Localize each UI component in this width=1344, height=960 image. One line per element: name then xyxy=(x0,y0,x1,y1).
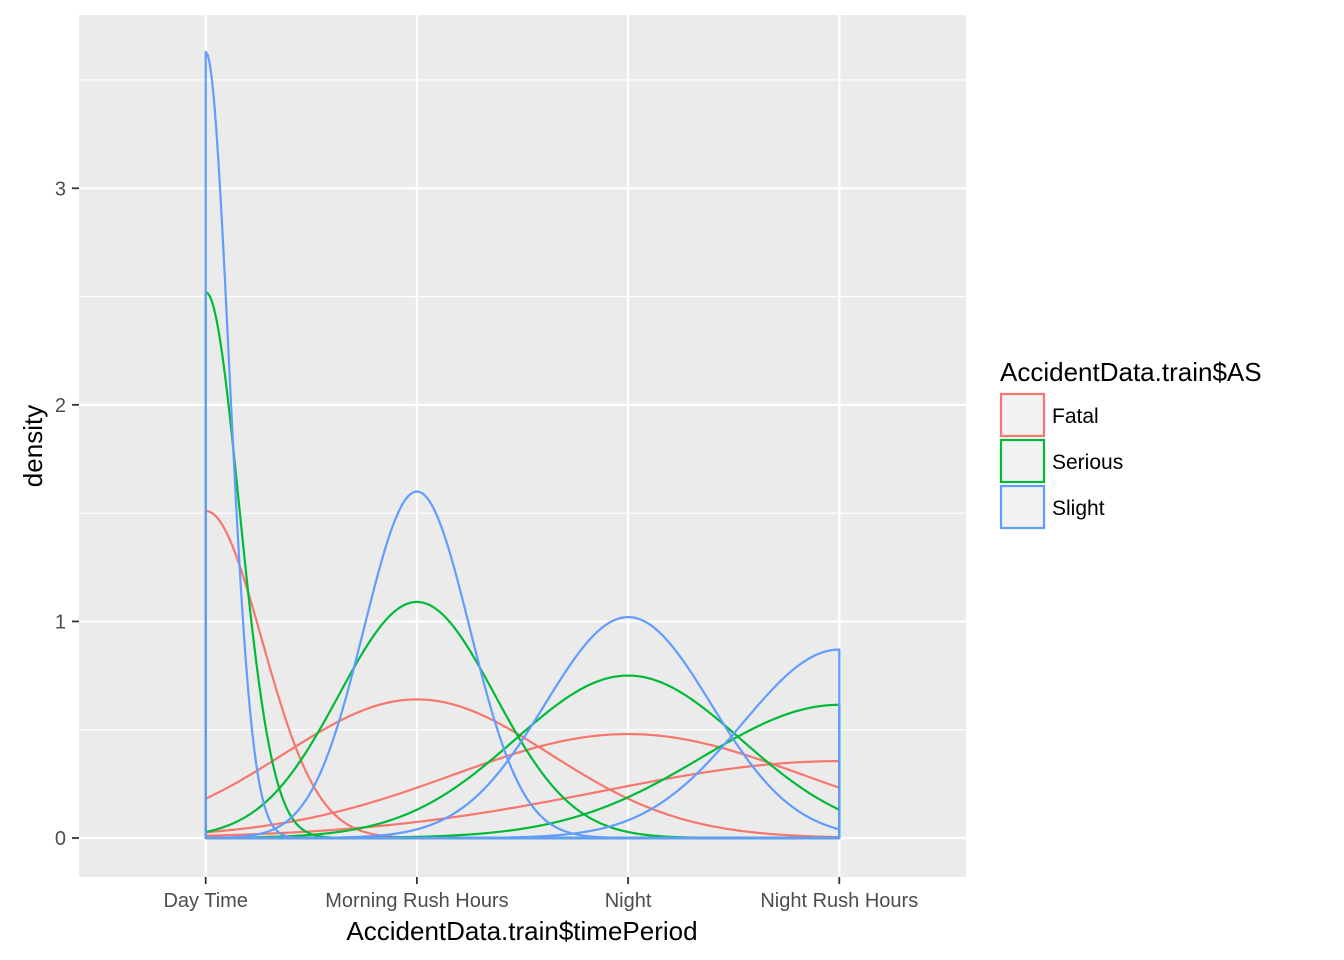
x-tick-label: Morning Rush Hours xyxy=(325,890,508,912)
legend-key-slight xyxy=(999,484,1046,530)
x-tick-label: Day Time xyxy=(163,890,247,912)
y-tick-label: 2 xyxy=(55,395,66,417)
legend-key-serious xyxy=(999,438,1046,484)
density-curve-fatal-4 xyxy=(204,760,841,840)
plot-panel xyxy=(79,15,966,877)
x-tick-label: Night xyxy=(605,890,652,912)
y-tick-label: 0 xyxy=(55,828,66,850)
y-tick-label: 3 xyxy=(55,178,66,200)
legend-label-slight: Slight xyxy=(1052,497,1105,520)
y-axis-title: density xyxy=(18,405,48,487)
density-curves xyxy=(204,50,841,840)
legend: AccidentData.train$AS Fatal Serious Slight xyxy=(999,357,1262,530)
x-axis-title: AccidentData.train$timePeriod xyxy=(346,916,697,946)
density-curve-serious-3 xyxy=(204,674,841,840)
y-axis-ticks: 0 1 2 3 xyxy=(55,178,79,850)
legend-key-fatal xyxy=(999,392,1046,438)
legend-title: AccidentData.train$AS xyxy=(1000,357,1262,387)
x-tick-label: Night Rush Hours xyxy=(760,890,918,912)
density-curve-fatal-3 xyxy=(204,732,841,840)
legend-label-fatal: Fatal xyxy=(1052,405,1099,428)
y-tick-label: 1 xyxy=(55,611,66,633)
density-curve-slight-4 xyxy=(204,648,841,840)
x-axis-ticks: Day Time Morning Rush Hours Night Night Rus… xyxy=(163,877,918,912)
legend-label-serious: Serious xyxy=(1052,451,1123,474)
